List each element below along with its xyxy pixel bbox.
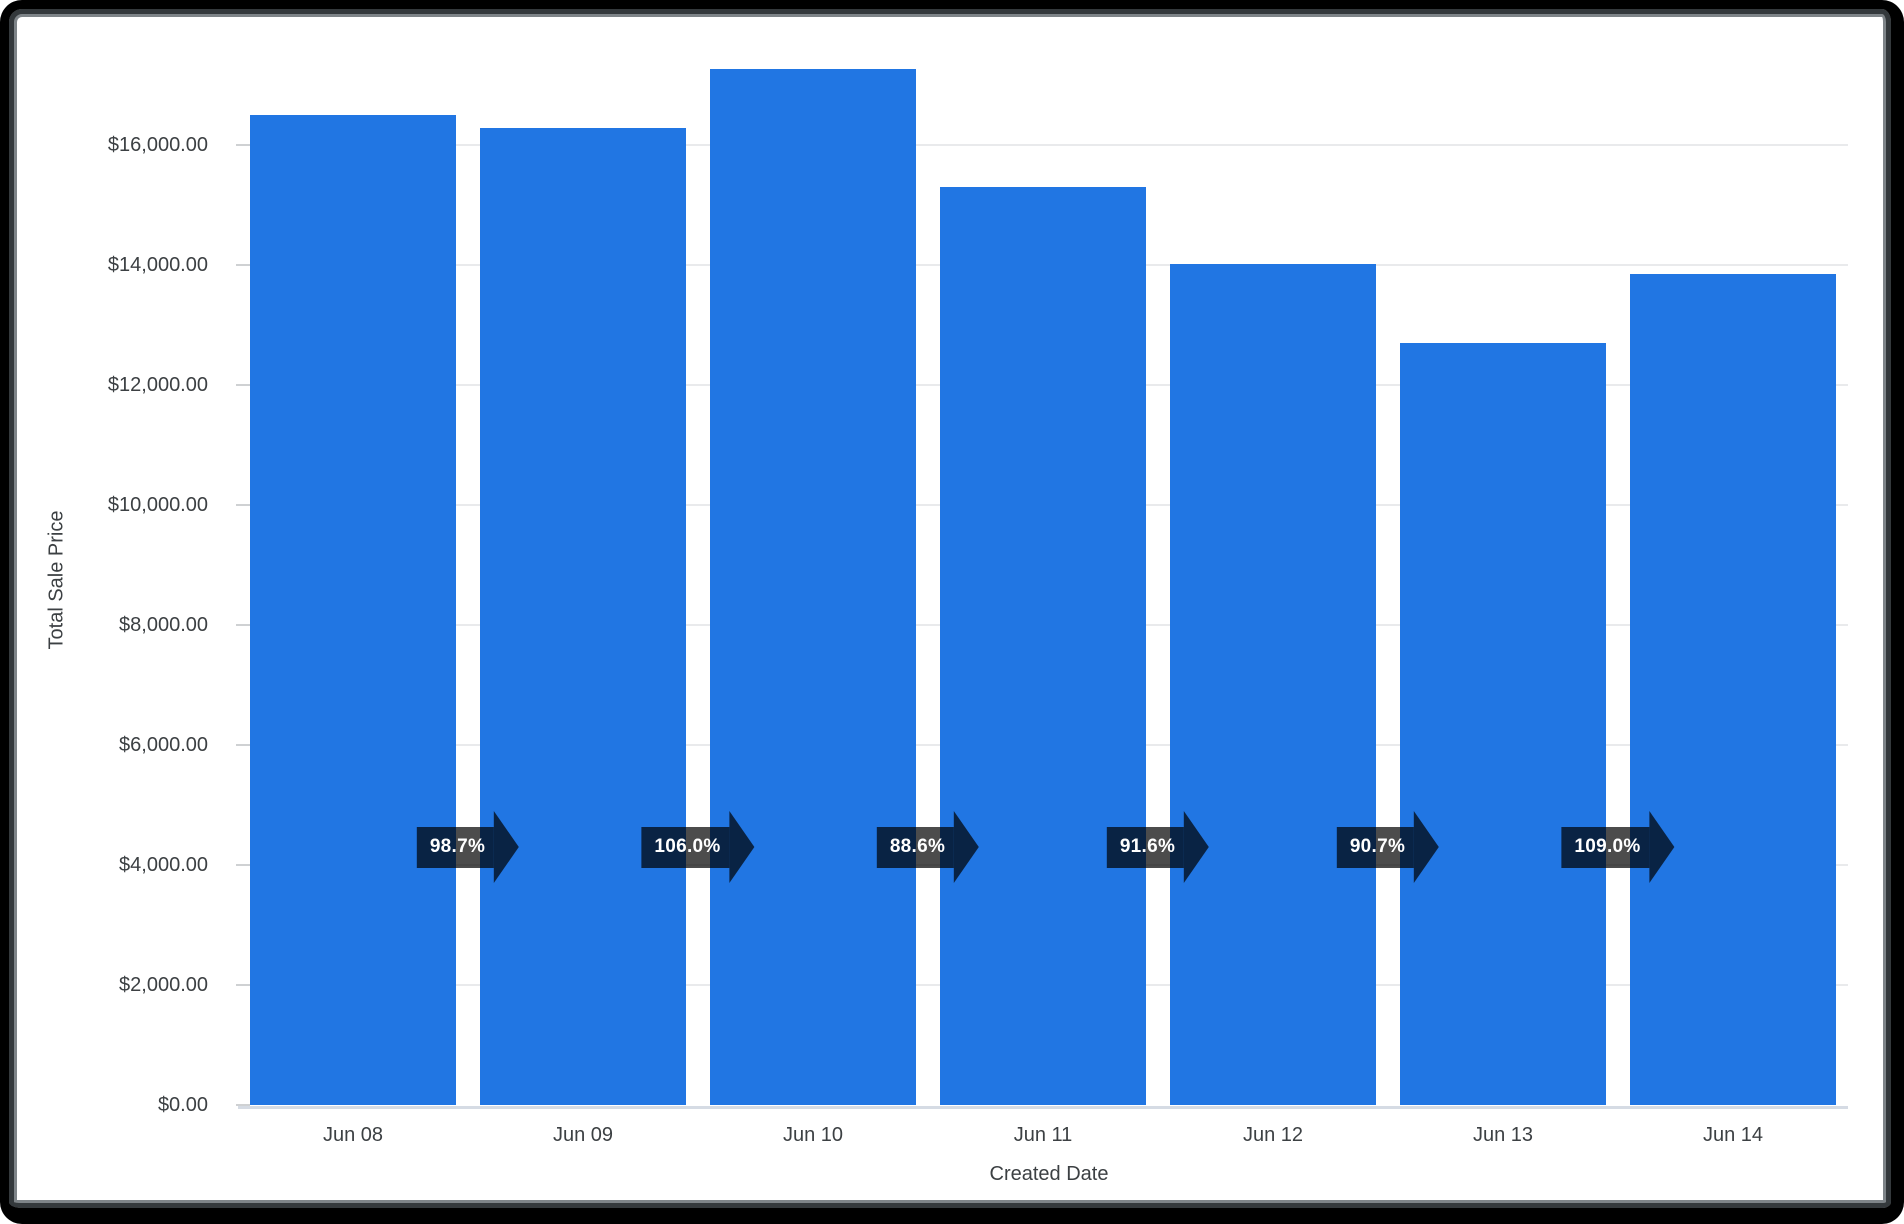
y-axis-tick-mark: [236, 1104, 250, 1106]
bar-jun-11[interactable]: [940, 187, 1146, 1105]
y-axis-tick-mark: [236, 504, 250, 506]
x-axis-tick-label: Jun 09: [552, 1124, 614, 1146]
y-axis-tick-mark: [236, 624, 250, 626]
y-axis-tick-mark: [236, 864, 250, 866]
y-axis-tick-mark: [236, 144, 250, 146]
ratio-arrow-badge: 91.6%: [1106, 811, 1210, 883]
ratio-arrow-badge: 109.0%: [1561, 811, 1675, 883]
y-axis-tick-mark: [236, 744, 250, 746]
bar-jun-09[interactable]: [480, 128, 686, 1105]
y-axis-tick-label: $10,000.00: [107, 494, 208, 516]
bar-jun-14[interactable]: [1630, 274, 1836, 1105]
gridline: [238, 144, 1848, 146]
bar-jun-13[interactable]: [1400, 343, 1606, 1105]
x-axis-tick-label: Jun 11: [1013, 1124, 1073, 1146]
ratio-arrow-badge: 88.6%: [876, 811, 980, 883]
bar-jun-08[interactable]: [250, 115, 456, 1105]
arrow-right-icon: [1649, 811, 1675, 883]
arrow-right-icon: [1414, 811, 1440, 883]
bar-jun-12[interactable]: [1170, 264, 1376, 1105]
x-axis-line: [238, 1106, 1848, 1109]
arrow-right-icon: [1184, 811, 1210, 883]
y-axis-title: Total Sale Price: [45, 510, 68, 650]
ratio-arrow-badge: 90.7%: [1336, 811, 1440, 883]
x-axis-tick-label: Jun 10: [782, 1124, 844, 1146]
x-axis-title: Created Date: [989, 1163, 1109, 1185]
ratio-badge-label: 90.7%: [1336, 826, 1415, 868]
ratio-badge-label: 98.7%: [416, 826, 495, 868]
ratio-arrow-badge: 98.7%: [416, 811, 520, 883]
y-axis-tick-label: $6,000.00: [119, 734, 208, 756]
arrow-right-icon: [494, 811, 520, 883]
y-axis-tick-label: $8,000.00: [119, 614, 208, 636]
ratio-arrow-badge: 106.0%: [641, 811, 755, 883]
x-axis-tick-label: Jun 12: [1242, 1124, 1304, 1146]
y-axis-tick-label: $0.00: [157, 1094, 208, 1116]
y-axis-tick-label: $16,000.00: [107, 134, 208, 156]
arrow-right-icon: [954, 811, 980, 883]
x-axis-tick-label: Jun 08: [322, 1124, 384, 1146]
y-axis-tick-label: $14,000.00: [107, 254, 208, 276]
y-axis-tick-label: $12,000.00: [107, 374, 208, 396]
y-axis-tick-mark: [236, 264, 250, 266]
bar-jun-10[interactable]: [710, 69, 916, 1105]
ratio-badge-label: 106.0%: [641, 826, 730, 868]
ratio-badge-label: 88.6%: [876, 826, 955, 868]
y-axis-tick-mark: [236, 984, 250, 986]
ratio-badge-label: 109.0%: [1561, 826, 1650, 868]
y-axis-tick-label: $2,000.00: [119, 974, 208, 996]
arrow-right-icon: [729, 811, 755, 883]
ratio-badge-label: 91.6%: [1106, 826, 1185, 868]
y-axis-tick-mark: [236, 384, 250, 386]
y-axis-tick-label: $4,000.00: [119, 854, 208, 876]
x-axis-tick-label: Jun 14: [1702, 1124, 1764, 1146]
x-axis-tick-label: Jun 13: [1472, 1124, 1534, 1146]
